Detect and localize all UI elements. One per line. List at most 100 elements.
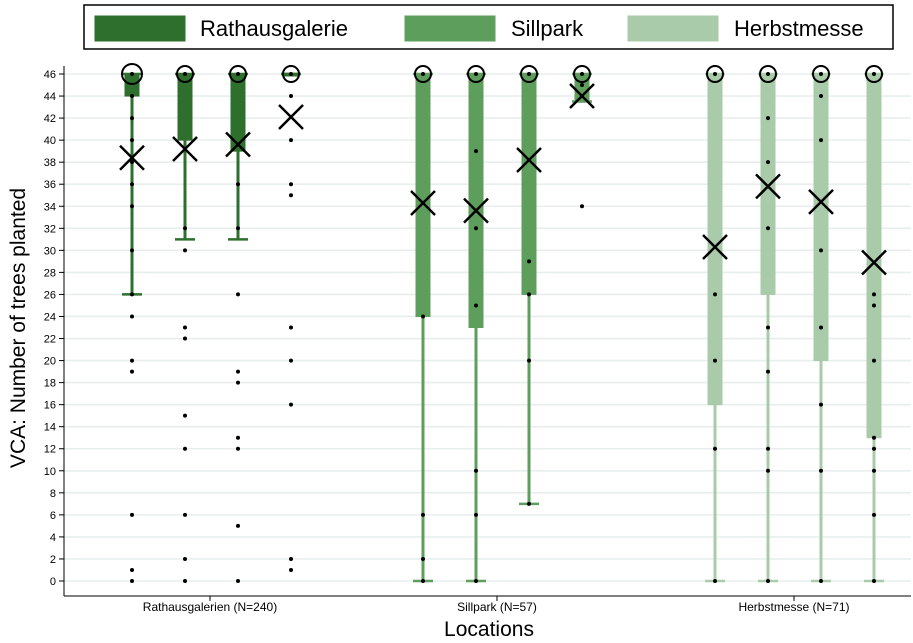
data-point [236,523,240,528]
iqr-box [468,73,484,328]
data-point [236,446,240,451]
mean-marker-b [225,131,251,158]
data-point [183,336,187,341]
max-marker [229,65,247,83]
data-point [872,303,876,308]
max-marker [282,65,300,83]
data-point [474,303,478,308]
data-point [236,380,240,385]
data-point [872,358,876,363]
data-point [236,435,240,440]
data-point [819,579,823,583]
data-point [819,94,823,99]
legend-label-sillpark: Sillpark [511,16,584,41]
y-tick-label: 24 [44,311,56,323]
data-point [713,358,717,363]
max-marker [414,65,432,83]
boxes [119,63,887,583]
data-point [819,402,823,407]
iqr-box [415,73,431,317]
data-point [819,248,823,253]
data-point [580,204,584,209]
data-point [183,325,187,330]
data-point [289,556,293,561]
data-point [289,94,293,99]
data-point [872,468,876,473]
y-tick-label: 42 [44,113,56,125]
data-point [130,204,134,209]
data-point [713,579,717,583]
data-point [130,567,134,572]
y-tick-label: 14 [44,422,56,434]
data-point [474,72,478,76]
mean-marker-b [172,136,198,162]
data-point [766,579,770,583]
y-tick-label: 30 [44,245,56,257]
x-axis: Rathausgalerien (N=240) Sillpark (N=57) He… [64,595,911,614]
data-point [527,292,531,297]
data-point [527,358,531,363]
max-marker [176,65,194,83]
data-point [766,369,770,374]
data-point [819,468,823,473]
y-tick-label: 20 [44,356,56,368]
data-point [183,446,187,451]
data-point [766,226,770,231]
data-point [580,72,584,76]
data-point [130,138,134,143]
data-point [766,116,770,121]
mean-marker-b [516,147,542,173]
y-tick-label: 0 [50,576,56,588]
data-point [130,292,134,297]
mean-marker-b [808,188,834,215]
data-point [183,248,187,253]
mean-marker-b [119,144,145,171]
y-tick-label: 22 [44,334,56,346]
data-point [130,182,134,187]
data-point [766,468,770,473]
gridlines [64,73,911,582]
y-tick-label: 28 [44,267,56,279]
y-tick-label: 12 [44,444,56,456]
y-tick-label: 32 [44,223,56,235]
data-point [421,72,425,76]
iqr-box [177,73,193,141]
data-point [236,369,240,374]
legend-swatch-herbstmesse [627,15,719,42]
x-tick-label: Herbstmesse (N=71) [738,600,849,614]
data-point [766,72,770,76]
data-point [130,160,134,165]
data-point [236,226,240,231]
y-tick-label: 6 [50,510,56,522]
y-axis-title: VCA: Number of trees planted [7,188,30,468]
data-point [819,72,823,76]
y-tick-label: 36 [44,179,56,191]
data-point [183,413,187,418]
data-point [421,556,425,561]
data-point [474,149,478,154]
data-point [474,226,478,231]
y-tick-label: 40 [44,135,56,147]
max-marker [121,63,143,85]
data-point [130,248,134,253]
data-point [289,567,293,572]
y-tick-label: 18 [44,378,56,390]
data-point [236,72,240,76]
data-point [527,72,531,76]
data-point [289,325,293,330]
data-point [713,72,717,76]
legend-swatch-sillpark [404,15,496,42]
iqr-box [813,73,829,362]
data-point [872,72,876,76]
y-tick-label: 8 [50,488,56,500]
data-point [289,138,293,143]
max-marker [706,65,724,83]
data-point [421,314,425,319]
max-marker [467,65,485,83]
data-point [819,325,823,330]
data-point [130,314,134,319]
data-point [289,358,293,363]
data-point [819,138,823,143]
data-point [766,160,770,165]
